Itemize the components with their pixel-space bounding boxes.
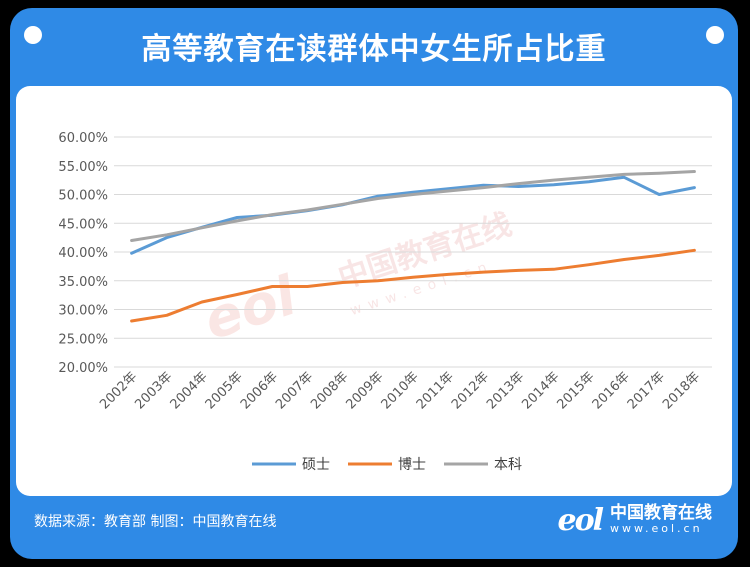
legend: 硕士 博士 本科	[252, 456, 522, 473]
chart-card: eol 中国教育在线 www.eol.cn 20.00% 25.00% 30.00%…	[16, 86, 732, 496]
x-tick-label: 2004年	[168, 369, 211, 412]
y-tick-label: 45.00%	[58, 217, 108, 232]
decorative-dot-left	[24, 26, 42, 44]
legend-label: 硕士	[302, 457, 330, 473]
series-line	[130, 248, 696, 323]
y-tick-label: 60.00%	[58, 131, 108, 146]
poster-frame: 高等教育在读群体中女生所占比重 eol 中国教育在线 www.eol.cn 20…	[10, 8, 738, 559]
series-lines	[130, 170, 696, 323]
y-tick-label: 55.00%	[58, 160, 108, 175]
y-tick-label: 25.00%	[58, 332, 108, 347]
y-axis-ticks: 20.00% 25.00% 30.00% 35.00% 40.00% 45.00% 50.0…	[58, 131, 108, 376]
decorative-dot-right	[706, 26, 724, 44]
x-tick-label: 2013年	[484, 369, 527, 412]
x-tick-label: 2012年	[449, 369, 492, 412]
x-tick-label: 2015年	[555, 369, 598, 412]
page-title: 高等教育在读群体中女生所占比重	[141, 32, 607, 67]
x-tick-label: 2014年	[519, 369, 562, 412]
eol-logo: eol 中国教育在线 www.eol.cn	[558, 502, 713, 538]
x-tick-label: 2016年	[590, 369, 633, 412]
x-axis-ticks: 2002年2003年2004年2005年2006年2007年2008年2009年…	[97, 369, 703, 412]
legend-label: 博士	[398, 456, 426, 473]
series-line	[130, 175, 696, 255]
eol-logo-url: www.eol.cn	[610, 522, 703, 536]
x-tick-label: 2011年	[414, 369, 457, 412]
line-chart: eol 中国教育在线 www.eol.cn 20.00% 25.00% 30.00%…	[58, 131, 712, 473]
watermark: eol 中国教育在线 www.eol.cn	[196, 207, 516, 352]
x-tick-label: 2018年	[660, 369, 703, 412]
eol-logo-mark: eol	[557, 502, 604, 538]
x-tick-label: 2017年	[625, 369, 668, 412]
y-tick-label: 35.00%	[58, 275, 108, 290]
x-tick-label: 2005年	[203, 369, 246, 412]
x-tick-label: 2003年	[132, 369, 175, 412]
y-tick-label: 50.00%	[58, 189, 108, 204]
grid-lines	[114, 136, 712, 368]
x-tick-label: 2007年	[273, 369, 316, 412]
x-tick-label: 2010年	[379, 369, 422, 412]
y-tick-label: 30.00%	[58, 304, 108, 319]
y-tick-label: 20.00%	[58, 361, 108, 376]
eol-logo-name: 中国教育在线	[610, 503, 712, 524]
data-source-note: 数据来源：教育部 制图：中国教育在线	[34, 514, 277, 530]
x-tick-label: 2009年	[343, 369, 386, 412]
y-tick-label: 40.00%	[58, 246, 108, 261]
legend-label: 本科	[494, 457, 522, 473]
watermark-mark: eol	[196, 263, 305, 352]
x-tick-label: 2008年	[308, 369, 351, 412]
x-tick-label: 2006年	[238, 369, 281, 412]
series-line	[130, 170, 696, 242]
